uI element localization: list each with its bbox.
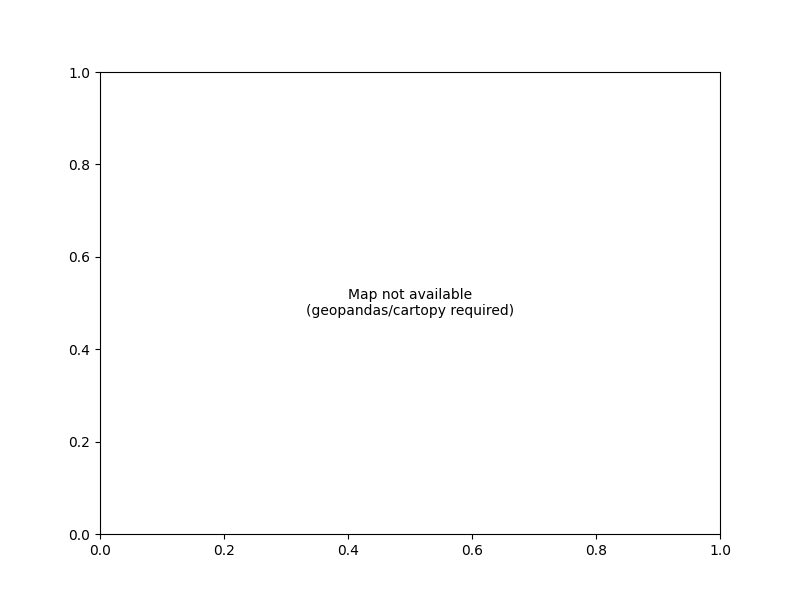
Text: Map not available
(geopandas/cartopy required): Map not available (geopandas/cartopy req…	[306, 288, 514, 318]
